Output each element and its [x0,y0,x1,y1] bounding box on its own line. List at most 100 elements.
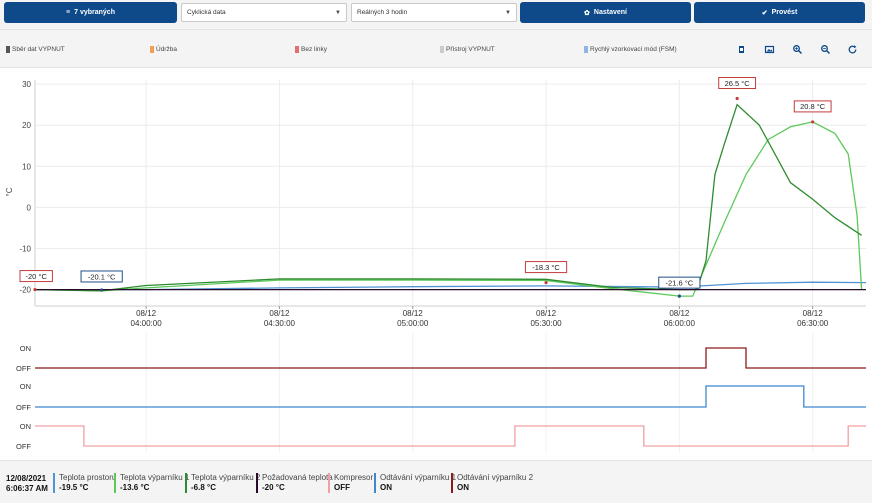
status-defrost2: Odtávání výparníku 2 ON [451,473,533,493]
status-legend: Sběr dat VYPNUT Údržba Bez linky Přístro… [0,30,872,68]
x-tick-date: 08/12 [669,309,690,318]
series-line [35,281,867,291]
annotation-marker [33,287,37,292]
settings-button[interactable]: ✿ Nastavení [520,2,691,23]
state-off-label: OFF [16,442,31,451]
x-axis-ticks: 08/1204:00:0008/1204:30:0008/1205:00:000… [131,309,829,328]
legend-label: Bez linky [301,46,328,53]
legend-no-line[interactable]: Bez linky [295,46,327,53]
y-tick-label: 20 [22,121,31,130]
zoom-in-icon[interactable] [792,44,803,55]
legend-swatch [6,46,10,53]
timestamp-date: 12/08/2021 [6,474,47,483]
status-value: OFF [334,483,350,492]
status-label: Teplota výparníku 2 [191,473,261,482]
x-tick-label: 04:30:00 [264,319,296,328]
download-icon[interactable] [736,44,747,55]
legend-fast-sampling[interactable]: Rychlý vzorkovací mód (FSM) [584,46,677,53]
check-icon: ✔ [761,9,768,17]
status-defrost1: Odtávání výparníku 1 ON [374,473,456,493]
time-range-select[interactable]: Reálných 3 hodin ▼ [351,3,517,22]
timestamp-time: 6:06:37 AM [6,484,48,493]
refresh-icon[interactable] [847,44,858,55]
annotation-marker [677,294,681,298]
state-on-label: ON [20,422,31,431]
x-tick-date: 08/12 [136,309,157,318]
status-evap2-temp: Teplota výparníku 2 -6.8 °C [185,473,260,493]
chart-annotations: -20 °C -20.1 °C -18.3 °C -21.6 °C 26.5 °C 20.… [19,76,832,298]
series-lines [34,103,867,297]
y-axis-label: °C [5,187,14,196]
annotation-marker [544,280,548,285]
state-line [35,385,866,408]
annotation-marker [100,288,104,292]
annotation-label: 20.8 °C [800,102,826,111]
state-off-label: OFF [16,403,31,412]
x-tick-date: 08/12 [536,309,557,318]
status-value: -20 °C [262,483,285,492]
selected-series-label: 7 vybraných [74,9,115,16]
legend-swatch [584,46,588,53]
annotation-box [658,276,701,289]
selected-series-button[interactable]: ≡ 7 vybraných [4,2,177,23]
annotation-box [80,270,123,283]
timestamp: 12/08/2021 6:06:37 AM [6,474,48,494]
status-label: Požadovaná teplota [262,473,333,482]
annotation-label: 26.5 °C [725,79,751,88]
toolbar: ≡ 7 vybraných Cyklická data ▼ Reálných 3… [0,0,872,30]
status-label: Teplota prostoru [59,473,117,482]
legend-swatch [150,46,154,53]
status-label: Teplota výparníku 1 [120,473,190,482]
annotation-label: -20.1 °C [88,272,116,281]
y-tick-label: 0 [27,203,32,212]
x-tick-label: 04:00:00 [131,319,163,328]
list-icon: ≡ [66,9,71,16]
chart-grid [34,80,866,453]
x-tick-label: 06:30:00 [797,319,829,328]
legend-label: Přístroj VYPNUT [446,46,495,53]
legend-data-collection-off[interactable]: Sběr dat VYPNUT [6,46,65,53]
chevron-down-icon: ▼ [335,10,341,16]
annotation-box [793,100,832,113]
y-tick-label: -20 [19,286,31,295]
y-axis-ticks: 30 20 10 0 -10 -20 [19,80,31,294]
x-tick-label: 05:30:00 [530,319,562,328]
state-off-label: OFF [16,364,31,373]
legend-label: Údržba [156,46,177,53]
status-label: Kompresor [334,473,374,482]
annotation-label: -21.6 °C [666,278,694,287]
settings-label: Nastavení [593,9,627,16]
x-tick-label: 05:00:00 [397,319,429,328]
status-label: Odtávání výparníku 2 [457,473,534,482]
state-line [35,425,866,447]
series-line [34,103,862,292]
status-value: -13.6 °C [120,483,150,492]
legend-maintenance[interactable]: Údržba [150,46,177,53]
run-button[interactable]: ✔ Provést [694,2,865,23]
annotation-marker [811,120,815,124]
data-type-value: Cyklická data [187,9,226,16]
annotation-box [19,270,53,283]
status-label: Odtávání výparníku 1 [380,473,457,482]
legend-device-off[interactable]: Přístroj VYPNUT [440,46,495,53]
annotation-marker [735,96,739,101]
state-line [35,347,866,369]
state-on-label: ON [20,382,31,391]
annotation-label: -20 °C [26,272,48,281]
status-value: -19.5 °C [59,483,89,492]
time-range-value: Reálných 3 hodin [357,9,408,16]
zoom-out-icon[interactable] [820,44,831,55]
image-icon[interactable] [764,44,775,55]
state-on-label: ON [20,344,31,353]
y-tick-label: 30 [22,80,31,89]
gear-icon: ✿ [584,9,590,17]
state-charts: ON OFF ON OFF ON OFF [16,344,866,451]
annotation-label: -18.3 °C [532,263,560,272]
legend-swatch [295,46,299,53]
legend-label: Rychlý vzorkovací mód (FSM) [590,46,677,53]
data-type-select[interactable]: Cyklická data ▼ [181,3,347,22]
current-values-bar: 12/08/2021 6:06:37 AM Teplota prostoru -1… [0,460,872,503]
x-tick-date: 08/12 [403,309,424,318]
legend-label: Sběr dat VYPNUT [12,46,65,53]
